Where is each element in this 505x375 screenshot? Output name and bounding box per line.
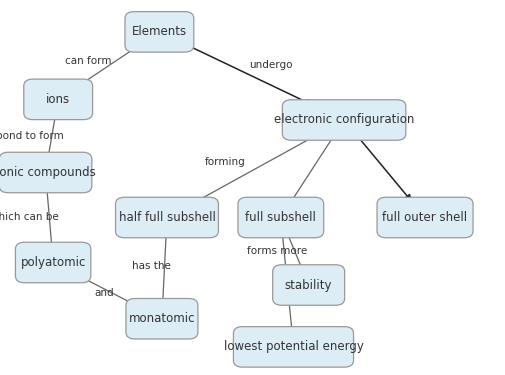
FancyBboxPatch shape [282, 100, 405, 140]
Text: Elements: Elements [132, 26, 186, 38]
FancyBboxPatch shape [115, 197, 218, 238]
Text: full subshell: full subshell [245, 211, 316, 224]
Text: lowest potential energy: lowest potential energy [223, 340, 363, 353]
FancyBboxPatch shape [126, 298, 197, 339]
FancyBboxPatch shape [237, 197, 323, 238]
Text: which can be: which can be [0, 212, 59, 222]
Text: forms more: forms more [246, 246, 307, 255]
Text: stability: stability [284, 279, 332, 291]
Text: ions: ions [46, 93, 70, 106]
Text: bond to form: bond to form [0, 131, 64, 141]
Text: undergo: undergo [248, 60, 292, 69]
Text: can form: can form [65, 56, 112, 66]
Text: full outer shell: full outer shell [382, 211, 467, 224]
Text: and: and [94, 288, 113, 298]
FancyBboxPatch shape [376, 197, 472, 238]
FancyBboxPatch shape [0, 152, 92, 193]
Text: forming: forming [205, 157, 245, 167]
FancyBboxPatch shape [125, 12, 193, 52]
Text: has the: has the [132, 261, 171, 271]
Text: polyatomic: polyatomic [20, 256, 86, 269]
Text: half full subshell: half full subshell [118, 211, 215, 224]
Text: electronic configuration: electronic configuration [273, 114, 414, 126]
FancyBboxPatch shape [233, 327, 353, 367]
FancyBboxPatch shape [272, 265, 344, 305]
Text: ionic compounds: ionic compounds [0, 166, 95, 179]
FancyBboxPatch shape [16, 242, 91, 283]
Text: monatomic: monatomic [128, 312, 195, 325]
FancyBboxPatch shape [24, 79, 92, 120]
